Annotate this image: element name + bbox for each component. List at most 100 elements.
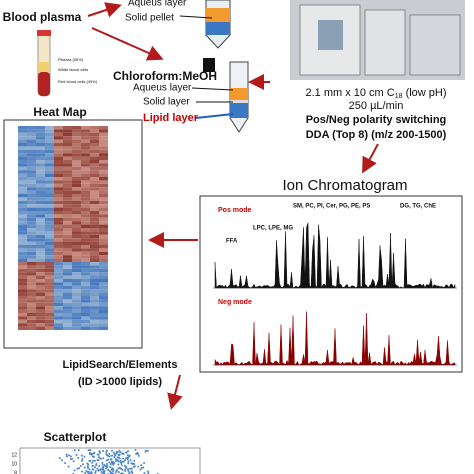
heat-cell (72, 173, 81, 177)
heat-cell (18, 149, 27, 154)
heat-cell (90, 129, 99, 133)
scatter-dot (91, 465, 94, 468)
heat-cell (63, 214, 72, 218)
heatmap (3, 119, 143, 349)
heat-cell (99, 139, 108, 143)
heat-cell (63, 153, 72, 157)
heat-cell (72, 323, 81, 327)
heat-cell (36, 313, 45, 317)
heat-cell (45, 139, 54, 143)
heat-cell (54, 183, 63, 188)
heat-cell (90, 197, 99, 201)
heat-cell (54, 248, 63, 252)
heat-cell (90, 173, 99, 177)
scatter-dot (118, 457, 121, 460)
heat-cell (54, 177, 63, 181)
heat-cell (90, 160, 99, 164)
heat-cell (54, 265, 63, 269)
heat-cell (72, 183, 81, 188)
heat-cell (45, 170, 54, 174)
scatter-dot (112, 470, 115, 473)
heat-cell (45, 183, 54, 188)
scatter-dot (118, 454, 121, 457)
heat-cell (27, 132, 36, 137)
scatter-dot (130, 470, 133, 473)
scatter-dot (117, 471, 120, 474)
heat-cell (36, 326, 45, 330)
heat-cell (36, 132, 45, 137)
heat-cell (81, 282, 90, 286)
top-tube (205, 0, 231, 49)
heat-cell (45, 156, 54, 160)
heat-cell (36, 214, 45, 218)
heat-cell (99, 132, 108, 137)
heat-cell (72, 251, 81, 256)
heat-cell (81, 224, 90, 228)
heat-cell (54, 296, 63, 300)
heat-cell (81, 292, 90, 296)
heat-cell (90, 190, 99, 194)
heat-cell (27, 190, 36, 194)
svg-text:Red blood cells (45%): Red blood cells (45%) (58, 79, 98, 84)
scatter-dot (109, 465, 112, 468)
scatter-dot (83, 466, 86, 469)
scatter-dot (127, 469, 130, 472)
heat-cell (72, 224, 81, 228)
heat-cell (81, 238, 90, 242)
heat-cell (45, 160, 54, 164)
scatter-dot (126, 456, 129, 459)
heat-cell (90, 234, 99, 239)
heat-cell (18, 204, 27, 208)
heat-cell (81, 166, 90, 171)
heat-cell (81, 136, 90, 140)
heat-cell (45, 163, 54, 167)
heat-cell (36, 275, 45, 279)
lipid-tube (203, 58, 249, 133)
heat-cell (90, 262, 99, 266)
heat-cell (72, 194, 81, 198)
scatter-dot (128, 454, 131, 457)
heat-cell (54, 204, 63, 208)
heat-cell (63, 197, 72, 201)
heat-cell (18, 255, 27, 259)
heat-cell (99, 177, 108, 181)
heat-cell (63, 143, 72, 147)
scatter-dot (116, 456, 119, 459)
scatter-tick: 10 (11, 461, 17, 467)
scatter-tick: 8 (14, 470, 17, 474)
scatter-dot (101, 463, 104, 466)
heat-cell (90, 163, 99, 167)
heat-cell (36, 200, 45, 205)
heat-cell (54, 224, 63, 228)
heat-cell (63, 207, 72, 211)
heat-cell (90, 224, 99, 228)
heat-cell (27, 221, 36, 225)
scatter-dot (81, 458, 84, 461)
heat-cell (63, 166, 72, 171)
heat-cell (45, 200, 54, 205)
heat-cell (18, 309, 27, 313)
heat-cell (90, 279, 99, 283)
scatter-dot (120, 467, 123, 470)
heat-cell (18, 214, 27, 218)
heat-cell (36, 292, 45, 296)
heat-cell (90, 149, 99, 154)
scatter-dot (80, 454, 83, 457)
heat-cell (45, 231, 54, 235)
software-label: LipidSearch/Elements (63, 359, 178, 371)
heat-cell (72, 309, 81, 313)
heat-cell (36, 180, 45, 184)
heat-cell (72, 146, 81, 150)
heat-cell (54, 163, 63, 167)
heat-cell (36, 262, 45, 266)
heat-cell (63, 234, 72, 239)
heat-cell (90, 221, 99, 225)
heat-cell (72, 313, 81, 317)
heat-cell (27, 139, 36, 143)
heat-cell (99, 187, 108, 191)
heat-cell (90, 180, 99, 184)
scatter-dot (98, 451, 101, 454)
svg-text:White blood cells: White blood cells (58, 67, 88, 72)
heat-cell (54, 166, 63, 171)
heat-cell (54, 214, 63, 218)
